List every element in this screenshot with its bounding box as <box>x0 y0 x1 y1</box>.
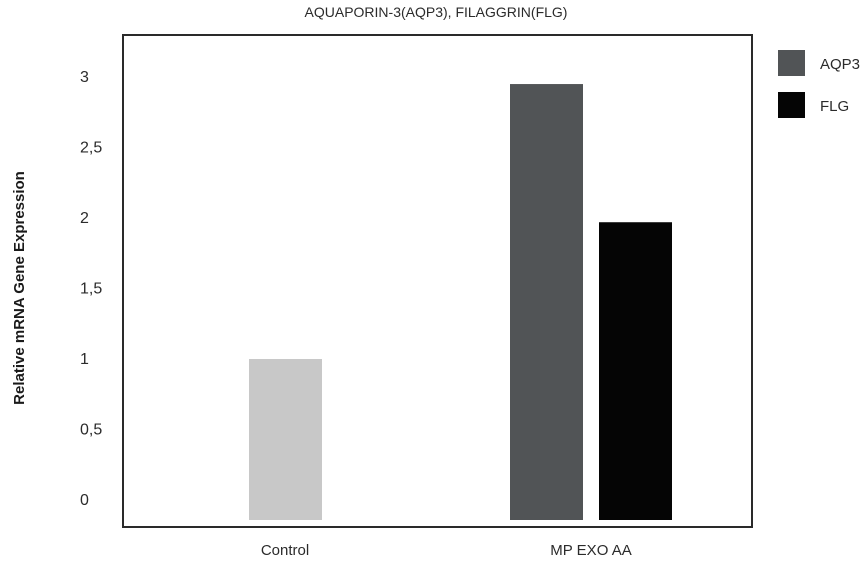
plot-frame <box>122 34 753 528</box>
bars <box>249 84 672 521</box>
legend-swatch <box>778 50 805 76</box>
y-tick-label: 2 <box>80 210 89 227</box>
y-tick-label: 3 <box>80 69 89 86</box>
x-category-label: Control <box>261 542 309 559</box>
x-axis-categories: Control MP EXO AA <box>261 542 632 559</box>
legend: AQP3 FLG <box>778 50 860 118</box>
legend-label: FLG <box>820 98 849 115</box>
legend-swatch <box>778 92 805 118</box>
y-axis-label: Relative mRNA Gene Expression <box>11 171 28 405</box>
y-axis-ticks: 0 0,5 1 1,5 2 2,5 3 <box>80 69 102 509</box>
y-tick-label: 0,5 <box>80 422 102 439</box>
y-tick-label: 1 <box>80 351 89 368</box>
chart-title: AQUAPORIN-3(AQP3), FILAGGRIN(FLG) <box>305 4 568 20</box>
y-tick-label: 2,5 <box>80 140 102 157</box>
y-tick-label: 0 <box>80 492 89 509</box>
bar-mp-exo-aa-aqp3 <box>510 84 583 521</box>
bar-mp-exo-aa-flg <box>599 222 672 521</box>
y-tick-label: 1,5 <box>80 281 102 298</box>
legend-label: AQP3 <box>820 56 860 73</box>
bar-control <box>249 359 322 520</box>
x-category-label: MP EXO AA <box>550 542 631 559</box>
